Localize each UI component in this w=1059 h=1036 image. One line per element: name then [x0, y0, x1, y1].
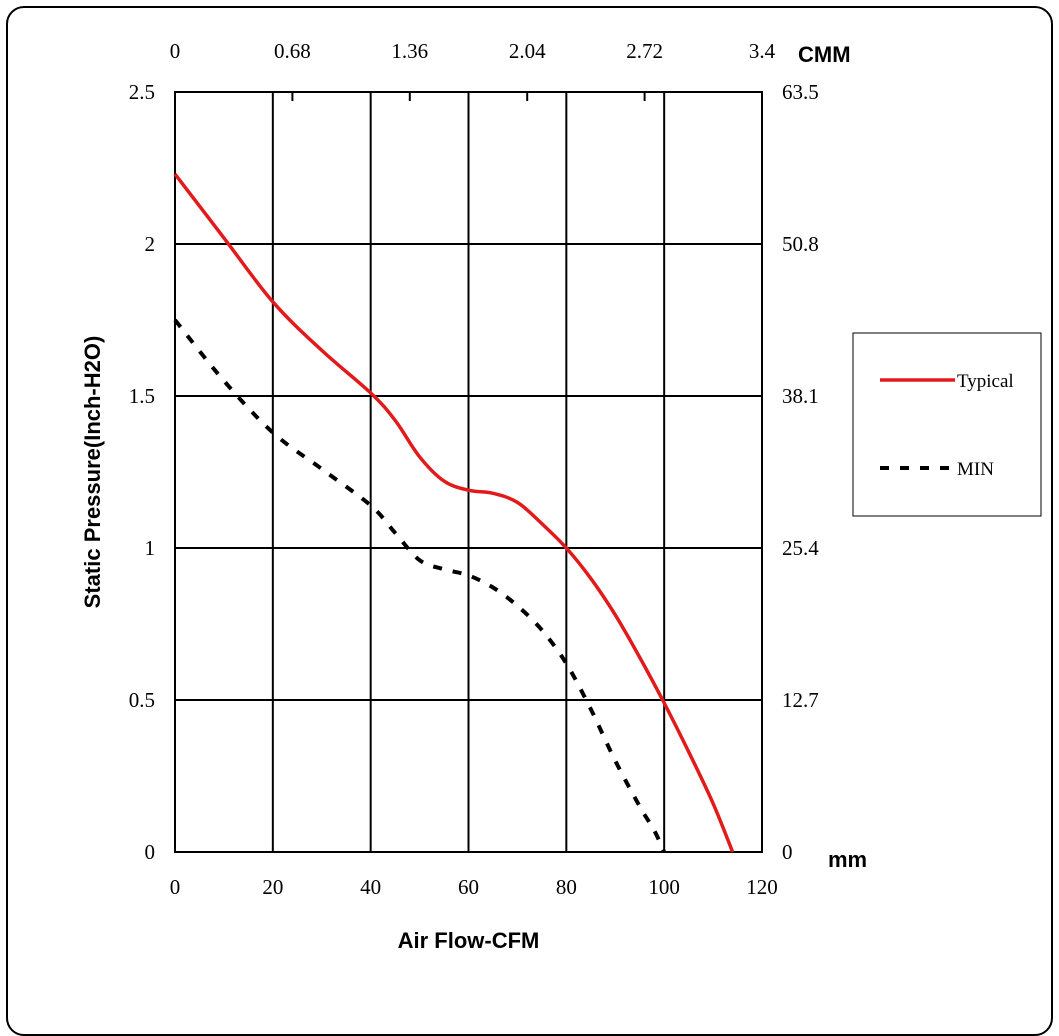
x-axis-title: Air Flow-CFM [398, 928, 540, 953]
legend-box [852, 332, 1042, 517]
x-tick-label: 60 [458, 875, 479, 899]
legend-label-typical: Typical [957, 371, 1014, 392]
series-line-typical [173, 173, 735, 853]
x-tick-label: 0 [170, 875, 181, 899]
plot-area [174, 91, 763, 853]
top-tick-label: 3.4 [749, 39, 776, 63]
right-tick-label: 50.8 [782, 232, 819, 256]
top-tick-label: 2.04 [509, 39, 546, 63]
y-tick-label: 1.5 [129, 384, 155, 408]
x-tick-label: 100 [648, 875, 680, 899]
y-tick-label: 0.5 [129, 688, 155, 712]
top-tick-label: 2.72 [626, 39, 663, 63]
y-axis-title: Static Pressure(Inch-H2O) [80, 336, 105, 609]
series-layer [173, 173, 735, 853]
top-axis-unit: CMM [798, 42, 851, 67]
y-tick-label: 1 [145, 536, 156, 560]
right-tick-label: 0 [782, 840, 793, 864]
x-tick-label: 20 [262, 875, 283, 899]
top-tick-label: 0 [170, 39, 181, 63]
right-tick-label: 12.7 [782, 688, 819, 712]
x-tick-label: 40 [360, 875, 381, 899]
y-tick-label: 2.5 [129, 80, 155, 104]
y-tick-label: 0 [145, 840, 156, 864]
axis-ticks [291, 92, 646, 101]
x-tick-label: 80 [556, 875, 577, 899]
top-tick-label: 1.36 [391, 39, 428, 63]
series-line-min [173, 318, 667, 853]
grid-lines [175, 92, 762, 852]
y-tick-label: 2 [145, 232, 156, 256]
legend: Typical MIN [852, 332, 1042, 517]
x-tick-label: 120 [746, 875, 778, 899]
right-tick-label: 63.5 [782, 80, 819, 104]
right-axis-unit: mm [828, 847, 867, 872]
right-tick-label: 38.1 [782, 384, 819, 408]
legend-label-min: MIN [957, 459, 994, 480]
top-tick-label: 0.68 [274, 39, 311, 63]
right-tick-label: 25.4 [782, 536, 819, 560]
